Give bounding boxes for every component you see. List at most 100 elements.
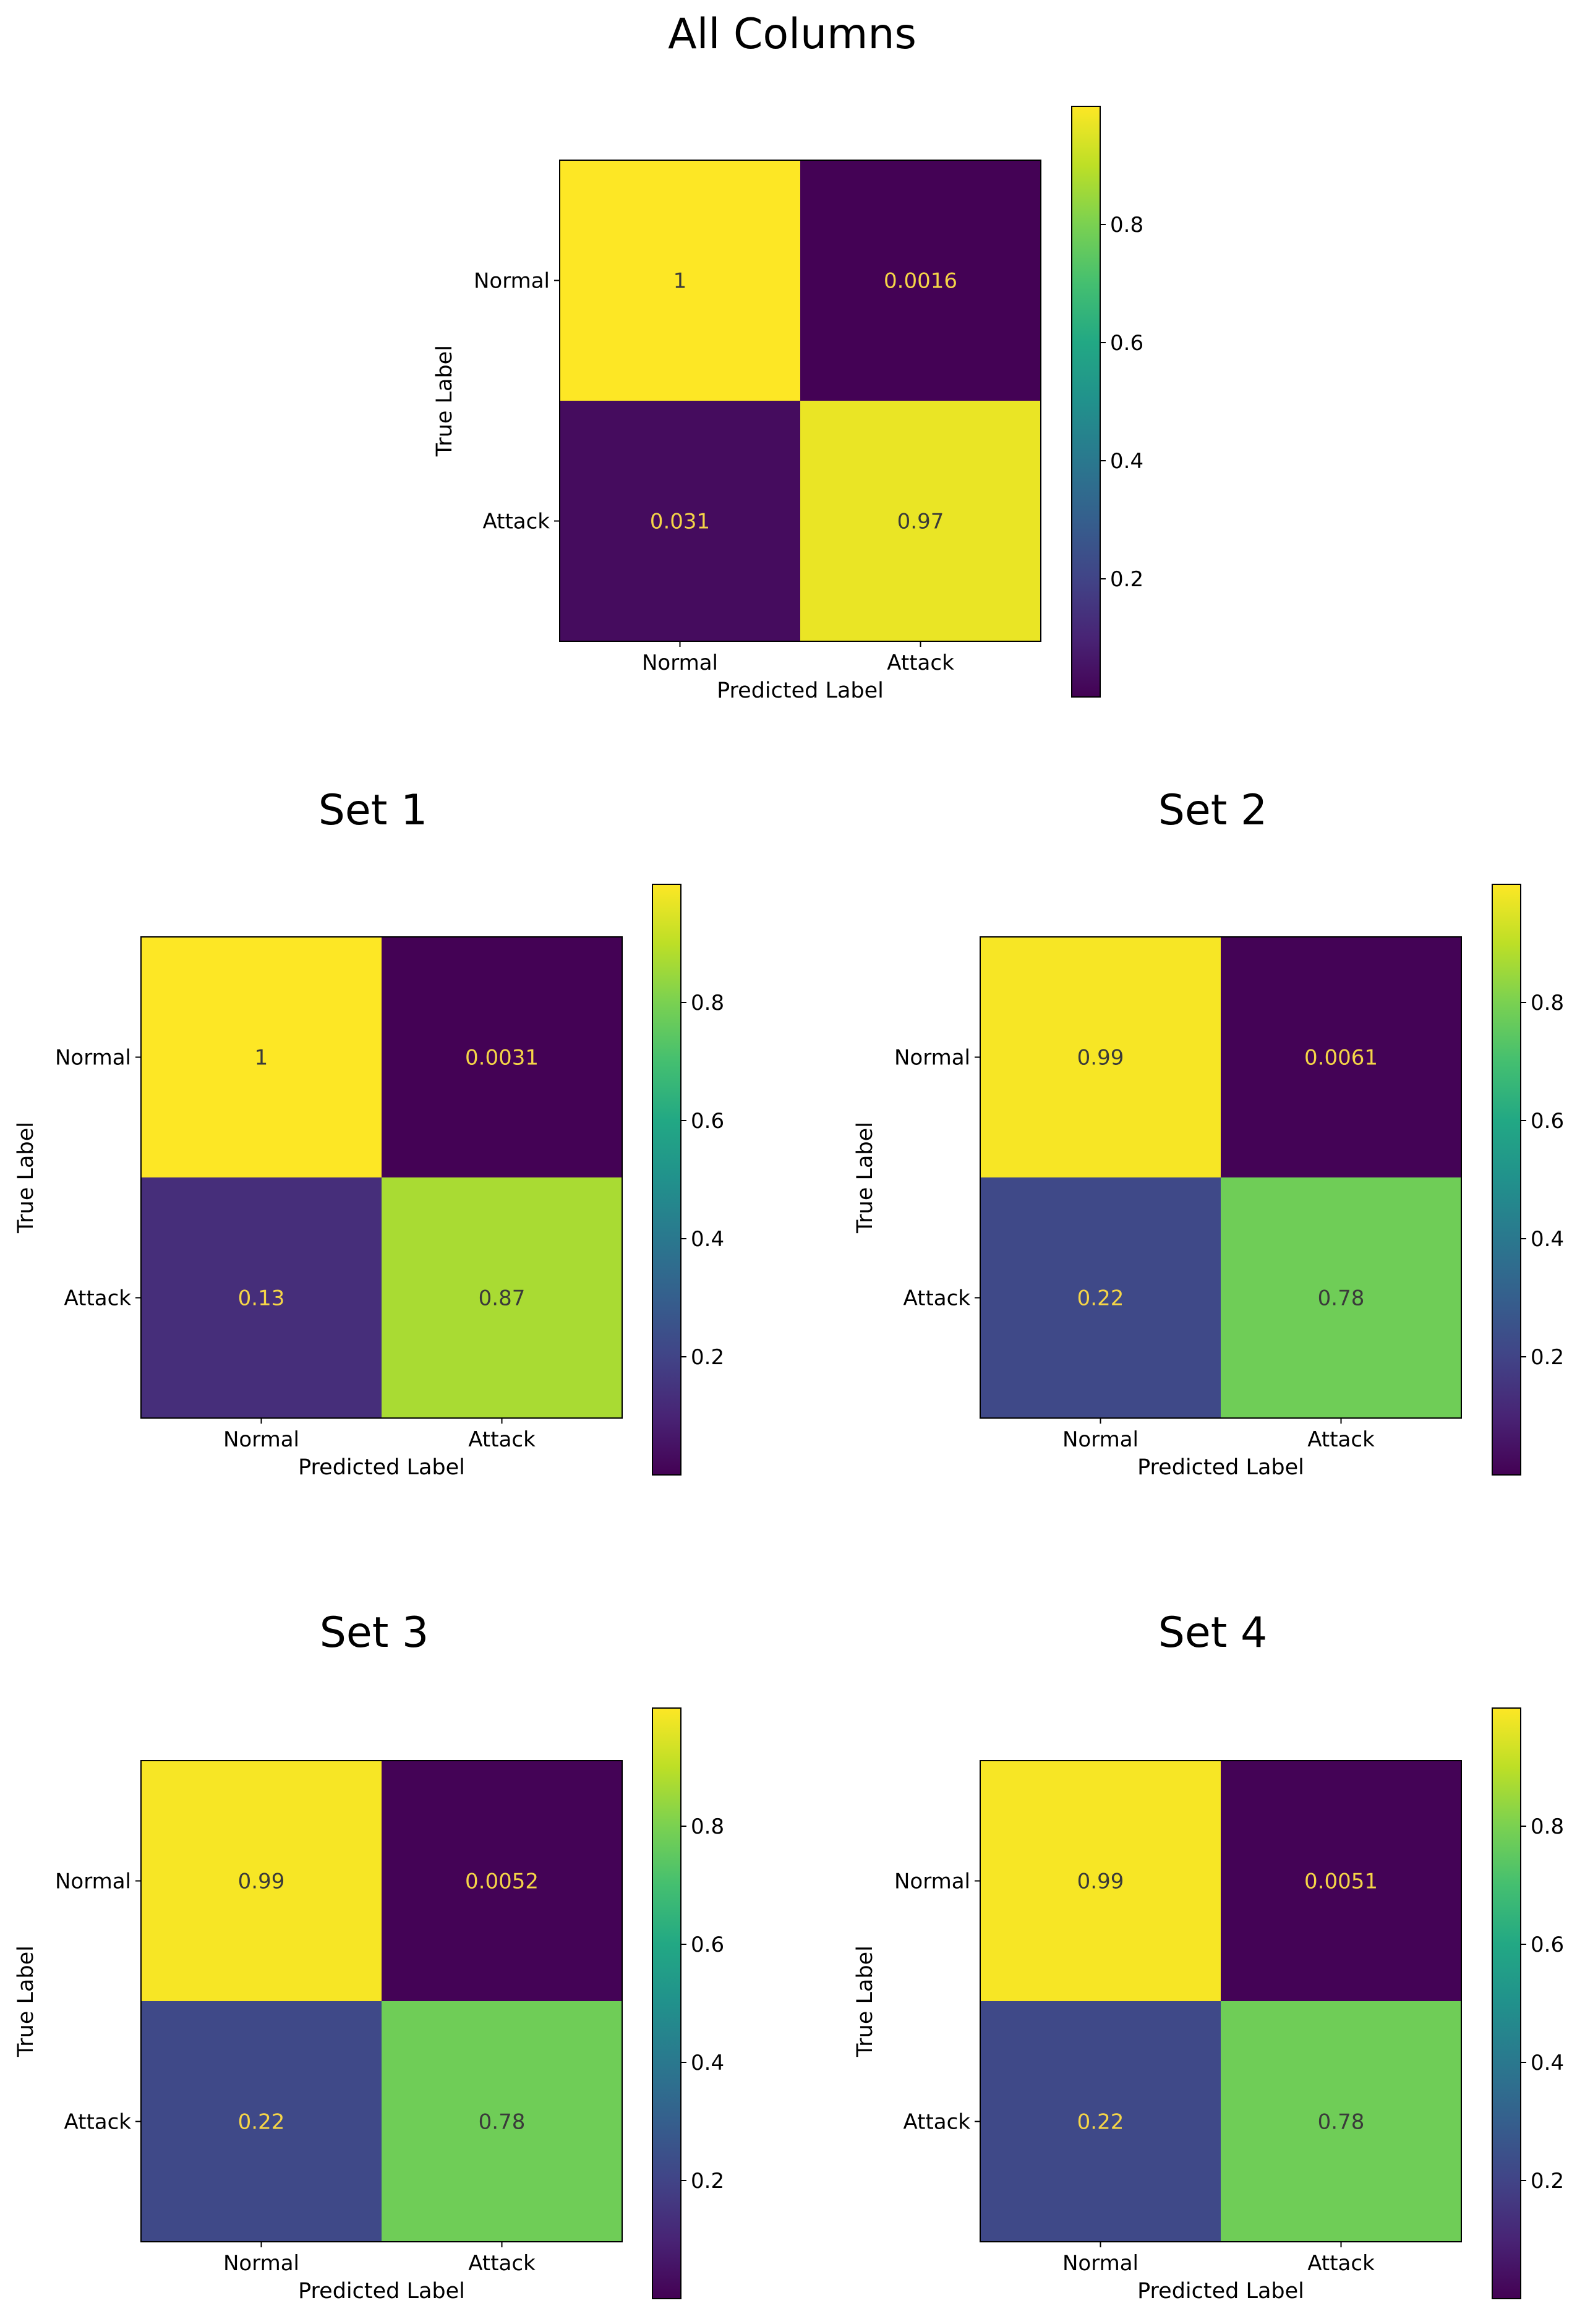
x-axis-label: Predicted Label [1137, 2279, 1304, 2304]
colorbar-tick-label: 0.2 [1531, 1345, 1564, 1370]
y-tick-label: Attack [64, 2110, 131, 2135]
cell-value-label: 0.0051 [1304, 1869, 1378, 1894]
matrix-cell [800, 160, 1041, 401]
y-axis-label: True Label [853, 1946, 878, 2057]
y-axis-label: True Label [14, 1946, 38, 2057]
x-tick-label: Attack [887, 651, 954, 675]
chart-title: All Columns [668, 10, 916, 59]
cell-value-label: 0.99 [238, 1869, 285, 1894]
matrix-cell [980, 2001, 1221, 2242]
matrix-cell [980, 1761, 1221, 2001]
matrix-cell [1221, 1177, 1461, 1418]
subplot-set-1: Set 1 1 0.0031 0.13 0.87 Normal Attack Normal At… [14, 786, 724, 1480]
matrix-frame [140, 936, 623, 1419]
chart-title: Set 2 [1158, 786, 1268, 835]
matrix-cell [382, 1761, 622, 2001]
colorbar-tick-label: 0.8 [1110, 213, 1143, 237]
colorbar-tick-label: 0.8 [1531, 991, 1564, 1015]
colorbar [652, 1707, 681, 2299]
matrix-cell [382, 937, 622, 1177]
cell-value-label: 0.78 [1318, 2110, 1365, 2135]
colorbar-tick-label: 0.6 [1531, 1933, 1564, 1957]
y-tick-label: Attack [64, 1286, 131, 1311]
y-tick-label: Attack [903, 2110, 970, 2135]
y-axis-label: True Label [432, 345, 457, 457]
x-axis-label: Predicted Label [717, 678, 884, 703]
cell-value-label: 0.0052 [465, 1869, 539, 1894]
chart-title: Set 3 [320, 1608, 429, 1657]
colorbar-tick-label: 0.8 [691, 1814, 724, 1839]
colorbar-tick-label: 0.4 [691, 2051, 724, 2075]
colorbar-tick-label: 0.2 [691, 1345, 724, 1370]
cell-value-label: 0.0031 [465, 1046, 539, 1070]
matrix-frame [559, 160, 1041, 642]
x-tick-label: Normal [1062, 1427, 1139, 1452]
x-axis-label: Predicted Label [1137, 1455, 1304, 1480]
colorbar-tick-label: 0.8 [691, 991, 724, 1015]
x-tick-label: Attack [468, 1427, 536, 1452]
x-axis-label: Predicted Label [298, 2279, 465, 2304]
colorbar-tick-label: 0.2 [1110, 567, 1143, 592]
x-tick-label: Normal [223, 2251, 299, 2276]
matrix-cell [980, 937, 1221, 1177]
colorbar [1492, 884, 1521, 1476]
colorbar-tick-label: 0.2 [691, 2169, 724, 2194]
x-tick-label: Attack [1307, 2251, 1375, 2276]
cell-value-label: 0.99 [1077, 1046, 1124, 1070]
cell-value-label: 0.99 [1077, 1869, 1124, 1894]
matrix-cell [1221, 2001, 1461, 2242]
matrix-cell [141, 1177, 382, 1418]
cell-value-label: 0.0061 [1304, 1046, 1378, 1070]
x-tick-label: Attack [468, 2251, 536, 2276]
matrix-frame [140, 1760, 623, 2242]
colorbar [652, 884, 681, 1476]
subplot-set-2: Set 2 0.99 0.0061 0.22 0.78 Normal Attack Norma… [853, 786, 1564, 1480]
matrix-cell [1221, 937, 1461, 1177]
cell-value-label: 0.87 [479, 1286, 526, 1311]
cell-value-label: 0.97 [897, 510, 944, 534]
matrix-cell [141, 937, 382, 1177]
cell-value-label: 1 [255, 1046, 268, 1070]
matrix-frame [980, 1760, 1462, 2242]
matrix-frame [980, 936, 1462, 1419]
matrix-cell [382, 2001, 622, 2242]
chart-title: Set 1 [318, 786, 428, 835]
cell-value-label: 0.0016 [884, 269, 957, 294]
cell-value-label: 0.22 [1077, 1286, 1124, 1311]
y-tick-label: Attack [903, 1286, 970, 1311]
colorbar-tick-label: 0.6 [1110, 331, 1143, 356]
subplot-all-columns: All Columns 1 0.0016 0.031 0.97 Normal Attack N… [432, 10, 1143, 703]
y-tick-label: Normal [55, 1869, 131, 1894]
y-tick-label: Attack [482, 510, 550, 534]
matrix-cell [560, 160, 800, 401]
y-tick-label: Normal [894, 1869, 970, 1894]
subplot-set-4: Set 4 0.99 0.0051 0.22 0.78 Normal Attack Norma… [853, 1608, 1564, 2304]
colorbar-tick-label: 0.2 [1531, 2169, 1564, 2194]
matrix-cell [1221, 1761, 1461, 2001]
matrix-cell [800, 401, 1041, 641]
x-tick-label: Normal [642, 651, 718, 675]
cell-value-label: 0.22 [238, 2110, 285, 2135]
colorbar-tick-label: 0.6 [691, 1109, 724, 1134]
matrix-cell [560, 401, 800, 641]
colorbar-tick-label: 0.4 [1531, 2051, 1564, 2075]
colorbar-tick-label: 0.6 [1531, 1109, 1564, 1134]
matrix-cell [141, 2001, 382, 2242]
colorbar [1071, 106, 1101, 698]
cell-value-label: 0.22 [1077, 2110, 1124, 2135]
cell-value-label: 0.78 [1318, 1286, 1365, 1311]
y-tick-label: Normal [474, 269, 550, 294]
cell-value-label: 0.78 [479, 2110, 526, 2135]
chart-title: Set 4 [1158, 1608, 1268, 1657]
colorbar-tick-label: 0.6 [691, 1933, 724, 1957]
colorbar [1492, 1707, 1521, 2299]
x-tick-label: Attack [1307, 1427, 1375, 1452]
y-tick-label: Normal [55, 1046, 131, 1070]
y-axis-label: True Label [14, 1122, 38, 1234]
matrix-cell [980, 1177, 1221, 1418]
x-axis-label: Predicted Label [298, 1455, 465, 1480]
cell-value-label: 1 [673, 269, 687, 294]
subplot-set-3: Set 3 0.99 0.0052 0.22 0.78 Normal Attack Norma… [14, 1608, 724, 2304]
y-axis-label: True Label [853, 1122, 878, 1234]
